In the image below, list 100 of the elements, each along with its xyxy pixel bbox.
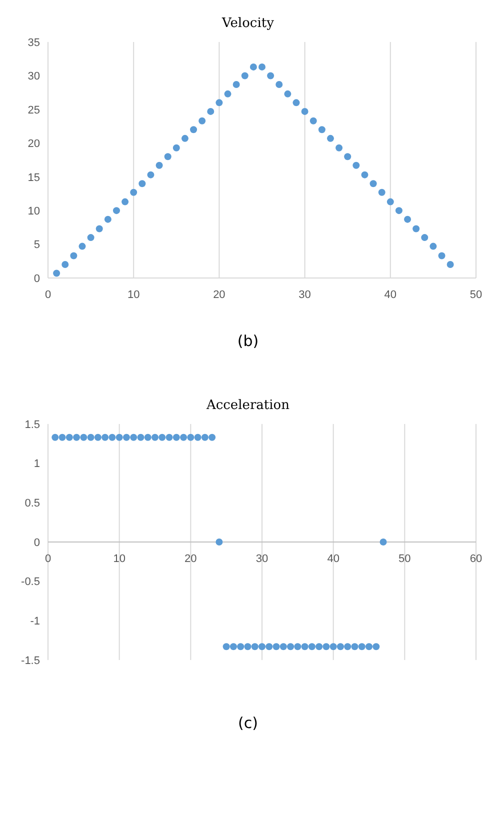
x-tick-label: 60	[470, 553, 482, 565]
point	[351, 643, 358, 650]
point	[294, 643, 302, 650]
point	[166, 434, 173, 441]
point	[232, 80, 240, 88]
point	[164, 153, 172, 160]
point	[358, 643, 366, 650]
point	[58, 434, 66, 441]
point	[147, 171, 154, 178]
point	[330, 643, 337, 650]
y-tick-label: 10	[28, 205, 40, 218]
text: (c)	[237, 714, 259, 732]
x-tick-label: 20	[213, 289, 226, 301]
point	[66, 434, 73, 441]
point	[372, 643, 380, 650]
x-tick-label: 20	[184, 553, 197, 565]
y-tick-label: 35	[28, 36, 40, 49]
point	[276, 80, 283, 88]
x-tick-label: 40	[327, 553, 340, 565]
point	[361, 171, 368, 178]
point	[152, 434, 158, 441]
point	[94, 434, 102, 441]
point	[272, 643, 280, 650]
point	[316, 643, 323, 650]
point	[216, 99, 223, 106]
point	[180, 434, 188, 441]
point	[446, 261, 454, 268]
point	[258, 63, 266, 70]
point	[130, 434, 138, 441]
point	[378, 188, 386, 196]
y-tick-label: -1	[30, 616, 40, 628]
point	[267, 72, 274, 80]
point	[201, 434, 208, 441]
x-tick-label: 40	[384, 289, 397, 301]
point	[112, 207, 120, 214]
x-tick-label: 10	[127, 289, 140, 301]
point	[237, 643, 244, 650]
y-tick-label: 0	[34, 272, 40, 285]
point	[386, 198, 394, 206]
point	[250, 63, 257, 70]
point	[344, 643, 352, 650]
point	[258, 643, 266, 650]
x-tick-label: 0	[44, 553, 52, 565]
y-tick-label: 25	[28, 104, 40, 116]
point	[80, 434, 88, 441]
y-tick-label: -0.5	[21, 576, 40, 588]
point	[156, 162, 163, 169]
y-tick-label: 20	[28, 138, 40, 150]
point	[421, 234, 428, 242]
point	[292, 99, 300, 106]
point	[172, 144, 180, 152]
point	[194, 434, 202, 441]
point	[336, 643, 344, 650]
point	[395, 207, 402, 214]
point	[352, 162, 360, 169]
y-tick-label: 15	[28, 172, 40, 184]
point	[208, 434, 216, 441]
point	[287, 643, 294, 650]
chart-title: Velocity	[220, 16, 275, 31]
point	[181, 134, 188, 142]
point	[62, 261, 69, 268]
point	[108, 434, 116, 441]
point	[73, 434, 80, 441]
point	[78, 242, 86, 250]
point	[326, 134, 334, 142]
point	[301, 643, 308, 650]
y-tick-label: 1.5	[24, 418, 40, 431]
point	[380, 538, 387, 546]
point	[130, 188, 138, 196]
point	[87, 234, 94, 242]
y-tick-label: 30	[28, 70, 40, 83]
point	[230, 643, 237, 650]
point	[207, 108, 214, 115]
point	[222, 643, 230, 650]
y-tick-label: 5	[34, 239, 40, 252]
point	[104, 216, 112, 223]
point	[412, 225, 420, 232]
point	[251, 643, 258, 650]
point	[430, 242, 437, 250]
point	[366, 643, 372, 650]
chart-title: Acceleration	[205, 398, 291, 413]
x-tick-label: 50	[470, 289, 482, 301]
point	[438, 252, 446, 260]
point	[344, 153, 352, 160]
point	[336, 144, 343, 152]
point	[87, 434, 94, 441]
point	[198, 117, 206, 124]
point	[172, 434, 180, 441]
point	[137, 434, 144, 441]
point	[301, 108, 308, 115]
y-tick-label: 0	[34, 536, 40, 549]
y-tick-label: 1	[34, 458, 40, 470]
point	[310, 117, 317, 124]
y-tick-label: 0.5	[24, 498, 40, 510]
x-tick-label: 30	[256, 553, 268, 565]
point	[122, 198, 129, 206]
x-tick-label: 0	[44, 289, 52, 301]
point	[318, 126, 326, 134]
point	[144, 434, 152, 441]
point	[138, 180, 146, 188]
